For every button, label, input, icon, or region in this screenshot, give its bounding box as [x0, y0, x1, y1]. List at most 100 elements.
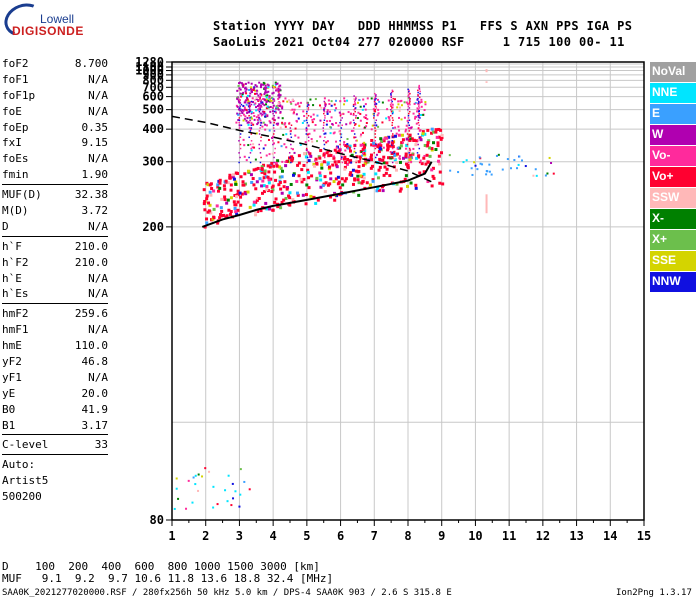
echo-point	[410, 160, 413, 163]
echo-point	[419, 159, 422, 162]
echo-point	[281, 107, 284, 110]
echo-point	[267, 90, 270, 93]
echo-point	[255, 92, 258, 95]
echo-point	[228, 212, 232, 216]
echo-point	[520, 159, 523, 162]
echo-point	[398, 155, 401, 158]
echo-point	[233, 207, 237, 211]
echo-point	[398, 189, 402, 193]
echo-point	[242, 119, 245, 122]
echo-point	[419, 138, 423, 142]
echo-point	[306, 156, 309, 159]
echo-point	[261, 179, 265, 183]
echo-point	[365, 121, 368, 124]
echo-point	[385, 161, 389, 165]
echo-point	[194, 483, 197, 486]
param-row: yF2 46.8	[2, 354, 108, 370]
echo-point	[232, 200, 236, 204]
echo-point	[438, 135, 442, 139]
echo-point	[239, 203, 243, 207]
echo-point	[228, 176, 232, 180]
echo-point	[236, 200, 240, 204]
echo-point	[361, 179, 365, 183]
echo-point	[379, 147, 383, 151]
echo-point	[359, 174, 363, 178]
echo-point	[305, 147, 308, 150]
echo-point	[244, 192, 248, 196]
echo-point	[296, 163, 300, 167]
echo-point	[296, 193, 300, 197]
echo-point	[423, 154, 426, 157]
echo-point	[375, 97, 377, 100]
param-row: C-level 33	[2, 437, 108, 453]
param-label: yF2	[2, 355, 22, 369]
echo-point	[347, 146, 351, 150]
echo-point	[249, 87, 252, 90]
echo-point	[330, 104, 333, 107]
echo-point	[344, 144, 348, 148]
param-group-heights: h`F 210.0 h`F2 210.0 h`E N/A h`Es N/A	[2, 239, 108, 303]
echo-point	[359, 105, 362, 108]
echo-point	[399, 157, 402, 160]
echo-point	[257, 114, 260, 117]
echo-point	[402, 156, 406, 160]
x-tick-label: 8	[404, 529, 411, 543]
echo-point	[205, 194, 209, 198]
echo-point	[326, 162, 330, 166]
echo-point	[270, 190, 274, 194]
echo-point	[323, 133, 325, 135]
echo-point	[272, 98, 275, 101]
echo-point	[223, 198, 227, 202]
echo-point	[408, 107, 411, 109]
echo-point	[307, 103, 309, 106]
echo-point	[358, 124, 361, 127]
echo-point	[355, 96, 357, 99]
echo-point	[355, 161, 357, 164]
echo-point	[334, 99, 337, 102]
echo-point	[390, 91, 393, 94]
echo-point	[407, 121, 410, 124]
echo-point	[416, 107, 419, 110]
echo-point	[404, 147, 407, 150]
echo-point	[320, 163, 324, 167]
echo-point	[297, 136, 300, 139]
echo-point	[267, 86, 270, 89]
echo-point	[325, 151, 329, 155]
echo-point	[248, 107, 251, 109]
echo-point	[338, 186, 342, 190]
param-group-profile: hmF2 259.6 hmF1 N/A hmE 110.0 yF2 46.8 yF1 N/A yE 2…	[2, 306, 108, 433]
echo-point	[334, 109, 337, 112]
echo-point	[249, 173, 253, 177]
echo-point	[382, 139, 386, 143]
echo-point	[353, 147, 356, 150]
echo-point	[239, 468, 242, 471]
echo-point	[283, 123, 286, 126]
echo-point	[470, 167, 473, 170]
echo-point	[359, 143, 363, 147]
echo-point	[246, 97, 249, 100]
echo-point	[238, 82, 241, 85]
echo-point	[289, 109, 292, 112]
echo-point	[272, 140, 274, 142]
echo-point	[239, 105, 242, 107]
echo-point	[237, 99, 240, 102]
echo-point	[245, 159, 248, 162]
echo-point	[291, 98, 294, 101]
echo-point	[403, 116, 406, 119]
echo-point	[253, 86, 256, 89]
echo-point	[297, 174, 301, 178]
echo-point	[257, 197, 261, 201]
echo-point	[439, 137, 443, 141]
echo-point	[417, 102, 420, 105]
echo-point	[278, 96, 281, 99]
echo-point	[275, 82, 278, 85]
echo-point	[236, 208, 240, 212]
echo-point	[374, 96, 377, 99]
echo-point	[223, 187, 227, 191]
echo-point	[343, 141, 346, 144]
echo-point	[250, 100, 253, 103]
x-tick-label: 3	[236, 529, 243, 543]
echo-point	[387, 140, 391, 144]
x-tick-label: 4	[270, 529, 277, 543]
echo-point	[385, 136, 389, 140]
